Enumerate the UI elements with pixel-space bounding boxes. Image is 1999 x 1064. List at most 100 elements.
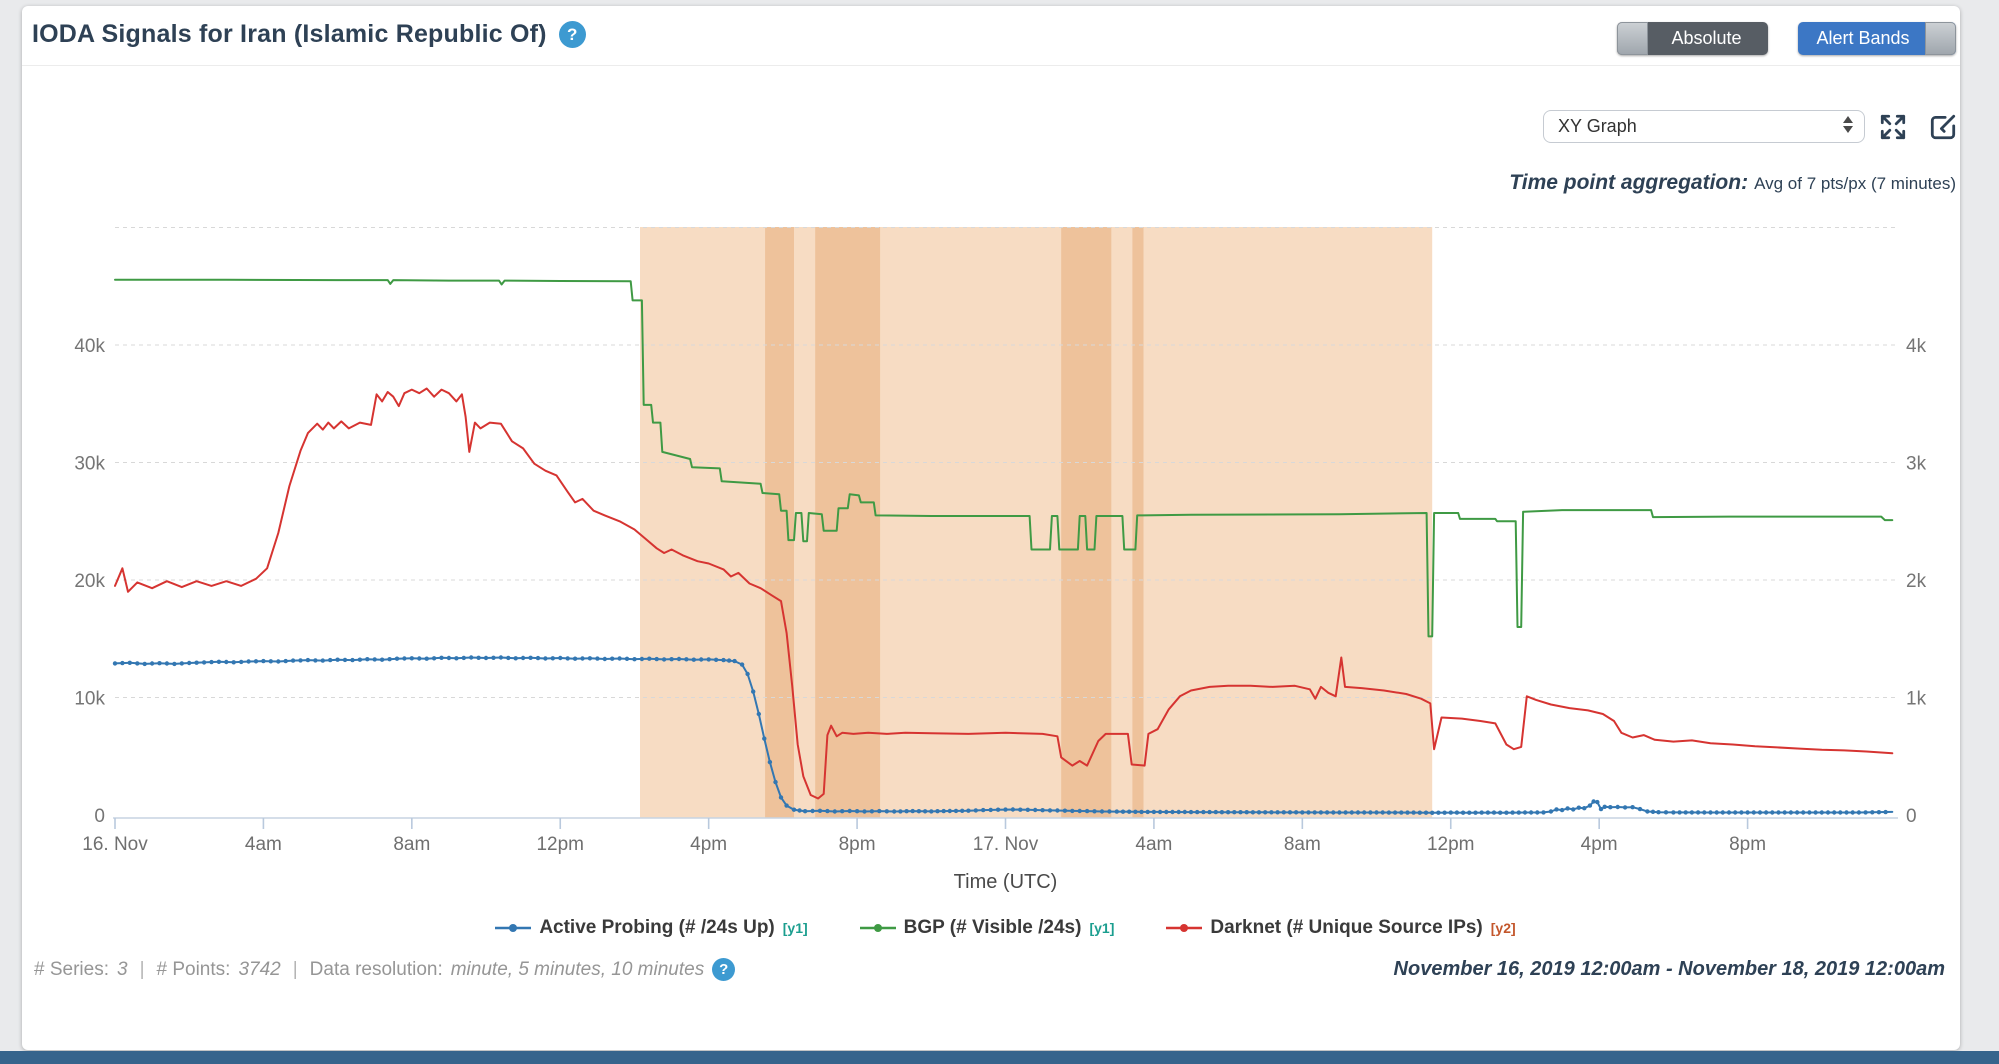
series-marker: [935, 809, 940, 814]
series-marker: [461, 655, 466, 661]
series-marker: [1850, 810, 1855, 815]
series-marker: [739, 662, 745, 667]
series-marker: [1033, 807, 1038, 813]
series-marker: [431, 656, 437, 661]
series-marker: [1576, 805, 1582, 810]
x-tick-label: 8pm: [839, 834, 876, 855]
toggle-handle-icon[interactable]: [1617, 22, 1648, 55]
series-marker: [1368, 810, 1373, 815]
series-marker: [1374, 810, 1379, 815]
series-marker: [706, 657, 711, 662]
series-marker: [201, 660, 207, 665]
series-marker: [1656, 810, 1661, 815]
series-marker: [1151, 809, 1157, 815]
series-marker: [506, 655, 511, 661]
series-marker: [1269, 810, 1274, 815]
series-marker: [825, 808, 830, 814]
series-marker: [676, 656, 682, 662]
absolute-toggle[interactable]: Absolute: [1617, 22, 1768, 55]
series-marker: [1213, 809, 1219, 815]
series-marker: [1399, 810, 1404, 815]
series-marker: [1188, 809, 1194, 815]
series-marker: [164, 661, 170, 666]
help-icon[interactable]: ?: [558, 21, 586, 48]
series-marker: [498, 655, 504, 660]
series-marker: [1164, 809, 1169, 815]
x-tick-label: 17. Nov: [973, 834, 1039, 855]
series-marker: [1671, 810, 1676, 815]
series-marker: [1436, 810, 1441, 815]
y1-tick-label: 40k: [74, 336, 105, 357]
series-marker: [726, 658, 732, 663]
series-marker: [802, 809, 808, 814]
series-marker: [1442, 810, 1447, 815]
y2-tick-label: 0: [1906, 806, 1917, 827]
series-marker: [313, 658, 318, 663]
series-marker: [784, 803, 789, 808]
series-marker: [1645, 809, 1650, 814]
series-marker: [1337, 810, 1342, 815]
series-marker: [580, 656, 585, 661]
series-marker: [1380, 810, 1385, 815]
alert-bands-toggle[interactable]: Alert Bands: [1798, 22, 1956, 55]
series-marker: [402, 656, 407, 661]
graph-type-select[interactable]: XY Graph: [1543, 110, 1865, 143]
series-marker: [797, 808, 802, 813]
toggle-handle-icon[interactable]: [1925, 22, 1956, 55]
series-marker: [246, 659, 251, 664]
series-marker: [691, 657, 696, 662]
date-range: November 16, 2019 12:00am - November 18,…: [1393, 958, 1945, 980]
series-marker: [1362, 810, 1367, 815]
series-marker: [947, 808, 952, 814]
x-tick-label: 8pm: [1729, 834, 1766, 855]
title-wrap: IODA Signals for Iran (Islamic Republic …: [32, 20, 586, 49]
series-marker: [1127, 809, 1132, 814]
legend-marker-icon: [1166, 924, 1203, 932]
series-marker: [1548, 809, 1554, 814]
series-marker: [1318, 810, 1324, 815]
series-marker: [1077, 808, 1082, 814]
series-marker: [305, 657, 311, 663]
aggregation-label: Time point aggregation:: [1509, 171, 1749, 194]
edit-icon[interactable]: [1928, 112, 1958, 142]
aggregation-value: Avg of 7 pts/px (7 minutes): [1754, 174, 1956, 193]
series-marker: [424, 656, 429, 661]
alert-bands-toggle-label: Alert Bands: [1816, 28, 1910, 48]
series-marker: [1776, 810, 1781, 815]
series-marker: [1411, 810, 1416, 815]
series-marker: [439, 655, 444, 660]
series-marker: [713, 657, 719, 662]
absolute-toggle-label: Absolute: [1671, 28, 1742, 48]
x-tick-label: 4am: [245, 834, 282, 855]
series-marker: [1739, 810, 1744, 815]
series-marker: [1637, 806, 1643, 812]
series-marker: [1306, 810, 1311, 815]
page-title: IODA Signals for Iran (Islamic Republic …: [32, 20, 547, 48]
chart-legend: Active Probing (# /24s Up) [y1] BGP (# V…: [115, 910, 1896, 946]
series-marker: [1479, 810, 1484, 815]
series-marker: [721, 657, 726, 663]
series-marker: [916, 809, 922, 814]
x-tick-label: 12pm: [536, 834, 584, 855]
expand-icon[interactable]: [1878, 112, 1908, 142]
series-marker: [1801, 810, 1806, 815]
help-icon[interactable]: ?: [712, 958, 736, 981]
series-marker: [587, 656, 593, 661]
series-marker: [1120, 809, 1126, 814]
series-marker: [1863, 810, 1868, 815]
series-marker: [1454, 810, 1460, 815]
legend-marker-icon: [495, 924, 532, 932]
series-marker: [1225, 810, 1231, 815]
series-marker: [1763, 810, 1769, 815]
series-marker: [1182, 809, 1188, 815]
legend-item-bgp: BGP (# Visible /24s) [y1]: [859, 917, 1114, 939]
legend-item-active-probing: Active Probing (# /24s Up) [y1]: [495, 917, 808, 939]
series-marker: [854, 809, 860, 814]
series-marker: [1663, 810, 1669, 815]
signals-chart[interactable]: 16. Nov 4am 8am 12pm 4pm 8pm 17. Nov 4am 8am 12pm…: [0, 140, 1999, 920]
series-marker: [699, 657, 704, 662]
legend-axis-tag: [y2]: [1490, 920, 1516, 936]
legend-marker-icon: [859, 924, 896, 932]
series-marker: [1602, 804, 1607, 809]
series-marker: [610, 656, 615, 661]
